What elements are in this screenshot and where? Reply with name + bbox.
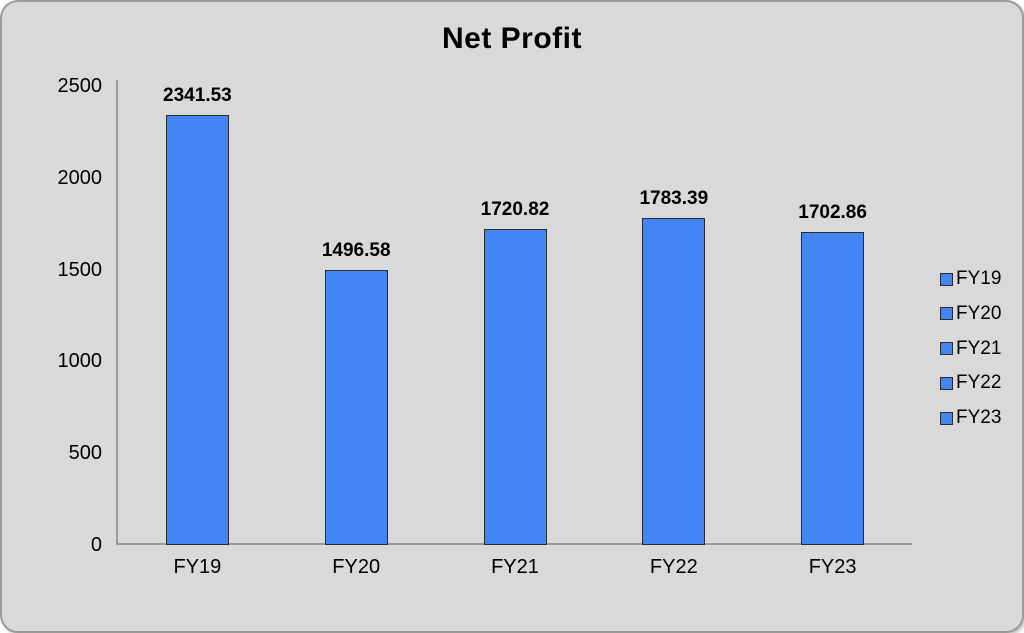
y-tick-label: 2000 (57, 166, 103, 189)
legend-item-FY20: FY20 (940, 302, 1002, 324)
chart-title: Net Profit (442, 22, 582, 55)
legend-swatch-icon (940, 272, 953, 286)
legend-label: FY20 (956, 302, 1002, 324)
legend-label: FY22 (956, 372, 1002, 394)
legend-swatch-icon (940, 376, 953, 390)
legend-item-FY19: FY19 (940, 269, 1001, 289)
y-tick-label: 2500 (57, 75, 103, 97)
y-tick-label: 1000 (57, 350, 103, 373)
bar-FY19 (165, 115, 229, 545)
legend-label: FY23 (956, 407, 1002, 428)
bar-value-label: 1702.86 (798, 202, 867, 224)
legend-swatch-icon (940, 342, 953, 355)
x-tick-label: FY20 (332, 556, 381, 578)
bar-value-label: 1720.82 (480, 199, 550, 221)
x-tick-label: FY23 (808, 556, 857, 578)
legend-item-FY23: FY23 (940, 408, 1001, 428)
legend-label: FY19 (956, 268, 1002, 289)
x-tick-label: FY19 (173, 556, 222, 578)
legend-item-FY21: FY21 (940, 337, 1002, 359)
bar-value-label: 2341.53 (163, 85, 232, 107)
legend-item-FY22: FY22 (940, 373, 1001, 393)
x-tick-label: FY21 (491, 556, 539, 578)
bar-value-label: 1496.58 (321, 240, 391, 262)
bar-FY23 (801, 232, 865, 545)
bar-FY22 (642, 217, 706, 545)
y-tick-label: 500 (68, 442, 102, 465)
legend-swatch-icon (940, 307, 953, 321)
y-tick-label: 1500 (57, 258, 103, 281)
legend-swatch-icon (940, 411, 953, 425)
x-tick-label: FY22 (649, 556, 698, 578)
legend-label: FY21 (956, 337, 1002, 359)
bar-FY20 (324, 270, 388, 545)
bar-FY21 (483, 229, 547, 545)
y-axis-line (116, 80, 118, 545)
bar-value-label: 1783.39 (639, 187, 709, 209)
y-tick-label: 0 (90, 534, 102, 556)
